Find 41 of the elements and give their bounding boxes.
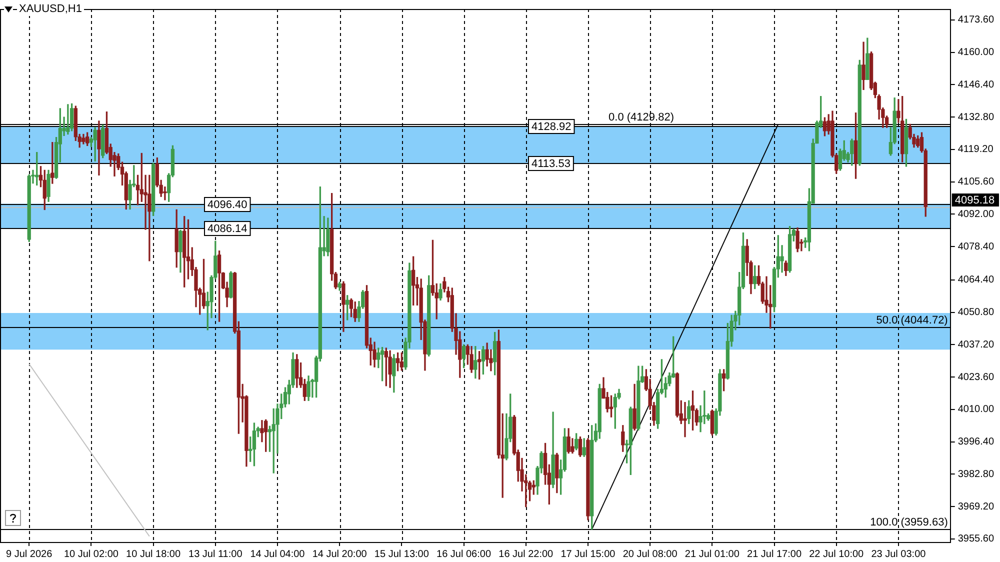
ref-line-label: 4113.53	[532, 158, 570, 170]
x-tick-label: 10 Jul 02:00	[64, 548, 119, 560]
y-tick-label: 4050.80	[958, 307, 994, 318]
x-tick-label: 14 Jul 20:00	[312, 548, 368, 560]
y-tick-label: 4173.60	[958, 14, 994, 26]
y-tick-label: 4092.00	[958, 208, 994, 220]
ref-line-label: 100.0 (3959.63)	[870, 516, 948, 529]
x-tick-label: 16 Jul 06:00	[436, 548, 492, 560]
x-tick-label: 17 Jul 15:00	[560, 548, 616, 560]
x-tick-label: 22 Jul 10:00	[809, 548, 864, 560]
ref-line-label: 4086.14	[208, 223, 248, 236]
chart-title: XAUUSD,H1	[17, 3, 84, 16]
y-tick-label: 4078.40	[958, 241, 994, 252]
x-tick-label: 20 Jul 08:00	[622, 548, 678, 560]
ref-line-label: 4128.92	[532, 121, 572, 134]
ref-line-label: 50.0 (4044.72)	[876, 314, 948, 327]
ref-line-label: 0.0 (4129.82)	[608, 112, 674, 124]
y-tick-label: 3982.80	[958, 468, 994, 480]
y-tick-label: 3969.20	[958, 501, 994, 512]
y-tick-label: 3955.60	[958, 534, 994, 545]
x-tick-label: 13 Jul 11:00	[188, 548, 243, 560]
y-tick-label: 4023.60	[958, 372, 994, 383]
x-tick-label: 14 Jul 04:00	[250, 548, 306, 560]
ref-line-label: 4095.18	[954, 194, 995, 207]
x-tick-label: 10 Jul 18:00	[126, 548, 181, 560]
x-tick-label: 16 Jul 22:00	[498, 548, 554, 560]
y-tick-label: 4010.00	[958, 404, 994, 416]
y-tick-label: 3996.40	[958, 436, 994, 448]
x-tick-label: 21 Jul 01:00	[684, 548, 740, 560]
x-tick-label: 15 Jul 13:00	[374, 548, 430, 560]
y-tick-label: 4146.40	[958, 79, 994, 90]
x-tick-label: 9 Jul 2026	[6, 548, 53, 560]
y-tick-label: 4105.60	[958, 176, 994, 188]
y-tick-label: 4037.20	[958, 339, 994, 350]
y-tick-label: 4132.80	[958, 112, 994, 123]
y-tick-label: 4064.40	[958, 274, 994, 286]
x-tick-label: 21 Jul 17:00	[747, 548, 802, 560]
y-tick-label: 4119.20	[958, 144, 994, 156]
ref-line-label: 4096.40	[208, 199, 248, 212]
y-tick-label: 4160.00	[958, 47, 994, 58]
x-tick-label: 23 Jul 03:00	[871, 548, 926, 560]
